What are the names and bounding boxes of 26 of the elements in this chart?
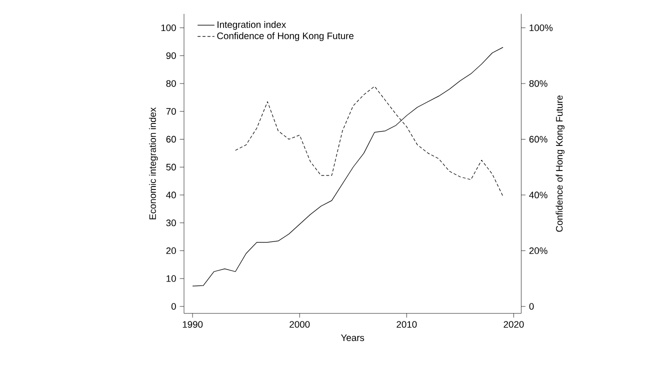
y-tick-label: 70: [166, 108, 176, 115]
y2-tick-label: 20%: [529, 247, 548, 254]
x-axis-title: Years: [340, 334, 364, 342]
y2-tick-label: 80%: [529, 80, 548, 87]
y-tick-label: 40: [166, 192, 176, 198]
x-tick-label: 2000: [290, 321, 310, 328]
y2-tick-label: 60%: [529, 136, 548, 143]
x-tick-label: 2010: [396, 321, 417, 328]
y-tick-label: 30: [166, 220, 176, 226]
y-tick-label: 10: [166, 275, 176, 282]
y-tick-label: 20: [166, 247, 176, 254]
legend-label: Integration index: [218, 21, 286, 30]
y2-axis-title: Confidence of Hong Kong Future: [556, 96, 565, 232]
y2-tick-label: 100%: [530, 24, 553, 32]
y2-tick-label: 40%: [529, 192, 548, 198]
y-tick-label: 60: [166, 136, 176, 143]
y-axis-title: Economic integration index: [149, 107, 158, 220]
y-tick-label: 80: [166, 80, 176, 87]
y2-tick-label: 0: [529, 303, 534, 310]
y-tick-label: 90: [166, 52, 176, 60]
y-tick-label: 100: [161, 24, 176, 32]
y-tick-label: 50: [166, 164, 176, 170]
x-tick-label: 1990: [182, 321, 203, 328]
y-tick-label: 0: [171, 303, 176, 310]
legend-label: Confidence of Hong Kong Future: [217, 32, 354, 42]
x-tick-label: 2020: [504, 321, 524, 328]
